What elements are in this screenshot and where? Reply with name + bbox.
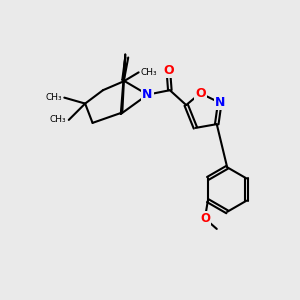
Text: O: O xyxy=(195,87,206,100)
Text: O: O xyxy=(200,212,210,225)
Text: CH₃: CH₃ xyxy=(140,68,157,77)
Text: N: N xyxy=(142,88,153,101)
Text: N: N xyxy=(214,96,225,109)
Text: CH₃: CH₃ xyxy=(45,93,62,102)
Text: CH₃: CH₃ xyxy=(50,116,66,124)
Text: O: O xyxy=(163,64,174,77)
